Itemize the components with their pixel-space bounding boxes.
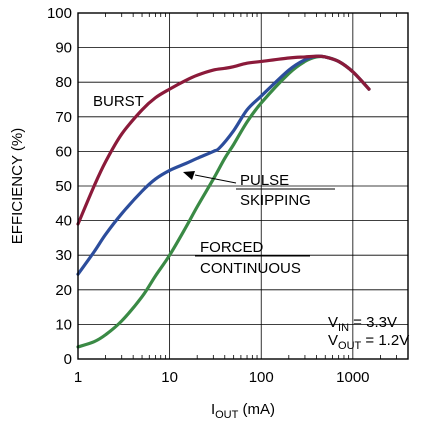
pulse-label-line1: PULSE xyxy=(240,172,289,189)
y-tick-label: 60 xyxy=(55,143,72,160)
x-tick-labels: 1 10 100 1000 xyxy=(74,369,370,386)
x-axis-label: IOUT (mA) xyxy=(211,401,275,421)
plot-frame xyxy=(77,12,409,360)
forced-label-line1: FORCED xyxy=(200,239,264,256)
series-layer xyxy=(76,54,371,349)
y-tick-label: 0 xyxy=(64,351,72,368)
x-tick-label: 100 xyxy=(249,369,274,386)
x-tick-label: 1000 xyxy=(336,369,369,386)
y-tick-label: 90 xyxy=(55,40,72,57)
x-tick-label: 10 xyxy=(161,369,178,386)
pulse-label-line2: SKIPPING xyxy=(240,192,311,209)
y-tick-label: 40 xyxy=(55,213,72,230)
y-tick-label: 30 xyxy=(55,247,72,264)
y-tick-label: 20 xyxy=(55,282,72,299)
vin-condition: VIN = 3.3V xyxy=(328,314,397,334)
pulse-leader-line xyxy=(194,174,237,184)
series-line-burst xyxy=(76,54,371,226)
vout-condition: VOUT = 1.2V xyxy=(328,332,409,352)
forced-label-line2: CONTINUOUS xyxy=(200,260,301,277)
y-tick-label: 50 xyxy=(55,178,72,195)
y-tick-label: 10 xyxy=(55,316,72,333)
burst-label: BURST xyxy=(93,93,144,110)
y-axis-label: EFFICIENCY (%) xyxy=(9,128,26,244)
pulse-leader-arrowhead xyxy=(183,171,195,180)
y-tick-label: 100 xyxy=(47,5,72,22)
y-tick-label: 70 xyxy=(55,109,72,126)
y-tick-labels: 0 10 20 30 40 50 60 70 80 90 100 xyxy=(47,5,72,368)
y-tick-label: 80 xyxy=(55,74,72,91)
x-tick-label: 1 xyxy=(74,369,82,386)
